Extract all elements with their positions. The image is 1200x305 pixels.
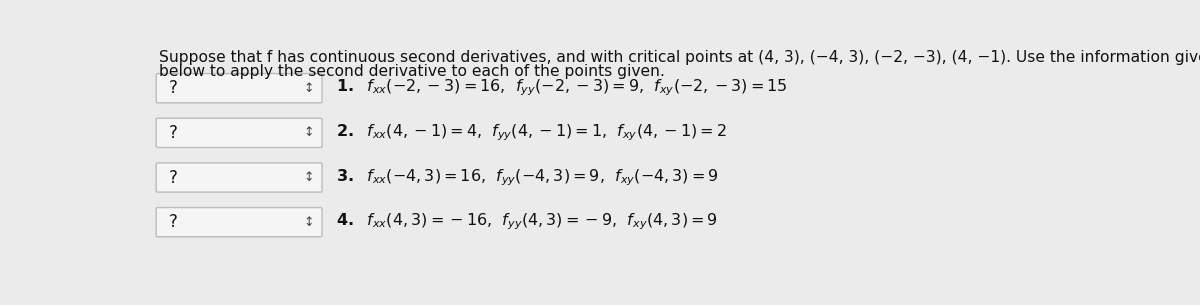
Text: below to apply the second derivative to each of the points given.: below to apply the second derivative to … <box>160 63 665 79</box>
Text: ↕: ↕ <box>304 126 314 139</box>
Text: ↕: ↕ <box>304 82 314 95</box>
Text: Suppose that f has continuous second derivatives, and with critical points at (4: Suppose that f has continuous second der… <box>160 50 1200 65</box>
Text: ?: ? <box>168 213 178 231</box>
Text: ?: ? <box>168 168 178 187</box>
FancyBboxPatch shape <box>156 118 322 148</box>
Text: $\mathbf{2.}$  $f_{xx}(4,-1) = 4$,  $f_{yy}(4,-1) = 1$,  $f_{xy}(4,-1) = 2$: $\mathbf{2.}$ $f_{xx}(4,-1) = 4$, $f_{yy… <box>336 123 727 143</box>
FancyBboxPatch shape <box>156 74 322 103</box>
Text: ?: ? <box>168 79 178 97</box>
Text: ↕: ↕ <box>304 216 314 229</box>
FancyBboxPatch shape <box>156 207 322 237</box>
Text: $\mathbf{1.}$  $f_{xx}(-2,-3) = 16$,  $f_{yy}(-2,-3) = 9$,  $f_{xy}(-2,-3) = 15$: $\mathbf{1.}$ $f_{xx}(-2,-3) = 16$, $f_{… <box>336 78 787 99</box>
FancyBboxPatch shape <box>156 163 322 192</box>
Text: ?: ? <box>168 124 178 142</box>
Text: $\mathbf{4.}$  $f_{xx}(4,3) = -16$,  $f_{yy}(4,3) = -9$,  $f_{xy}(4,3) = 9$: $\mathbf{4.}$ $f_{xx}(4,3) = -16$, $f_{y… <box>336 212 718 232</box>
Text: $\mathbf{3.}$  $f_{xx}(-4,3) = 16$,  $f_{yy}(-4,3) = 9$,  $f_{xy}(-4,3) = 9$: $\mathbf{3.}$ $f_{xx}(-4,3) = 16$, $f_{y… <box>336 167 719 188</box>
Text: ↕: ↕ <box>304 171 314 184</box>
